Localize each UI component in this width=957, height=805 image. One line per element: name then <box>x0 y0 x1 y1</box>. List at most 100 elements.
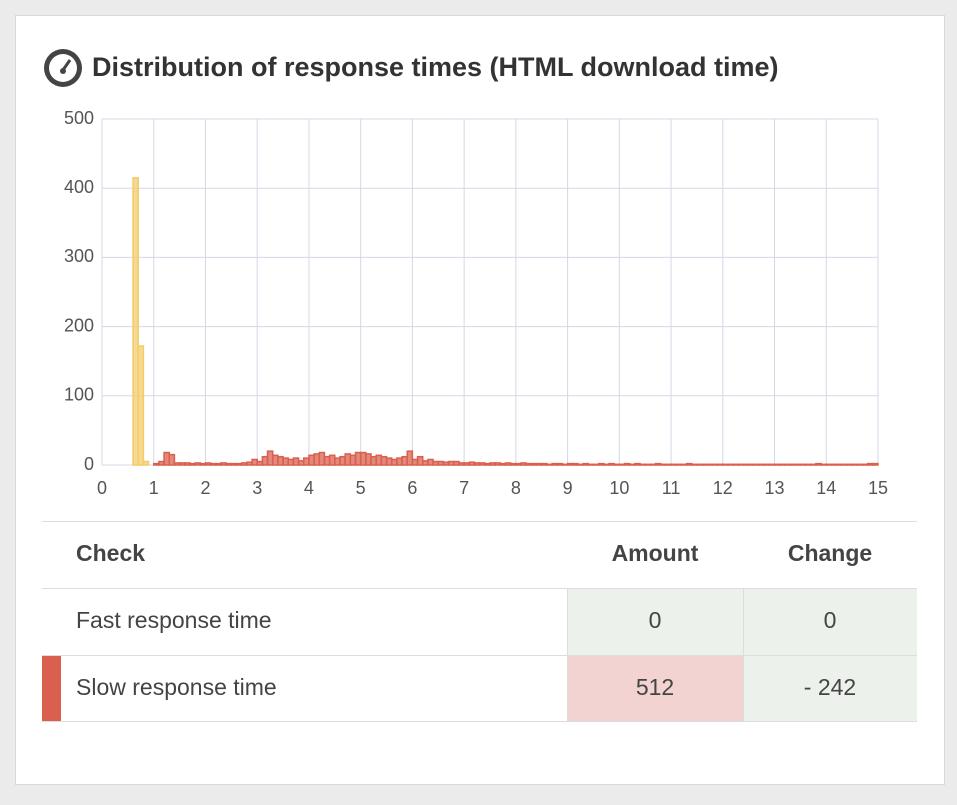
bar <box>406 450 414 466</box>
y-tick-label: 100 <box>64 385 94 405</box>
bar <box>204 462 212 466</box>
bar <box>577 463 584 466</box>
bar <box>292 457 300 466</box>
x-tick-label: 5 <box>356 478 366 498</box>
status-marker <box>42 656 61 721</box>
bar <box>266 450 274 466</box>
bar <box>256 460 264 466</box>
bar <box>152 462 160 466</box>
bar <box>163 451 171 466</box>
bar <box>251 458 258 466</box>
cell: 512 <box>636 674 674 700</box>
bar <box>566 462 574 466</box>
bar <box>680 463 688 466</box>
bar <box>587 463 595 466</box>
bar <box>230 462 238 466</box>
bar <box>442 461 450 466</box>
bar <box>763 463 771 466</box>
bar <box>815 462 822 466</box>
bar <box>421 460 429 466</box>
bar <box>659 463 667 466</box>
bar <box>799 463 807 466</box>
bar <box>603 463 610 466</box>
bar <box>432 460 440 466</box>
bar <box>727 463 734 466</box>
bar <box>773 463 781 466</box>
header-cell: Amount <box>612 540 699 566</box>
bar <box>872 462 879 466</box>
cell-bg <box>744 589 917 655</box>
bar <box>328 454 336 466</box>
cell: 0 <box>649 607 662 633</box>
bar <box>132 177 139 466</box>
bar <box>447 460 455 466</box>
bar <box>634 462 641 466</box>
bar <box>359 451 367 466</box>
bar <box>701 463 709 466</box>
header-cell: Check <box>76 540 145 566</box>
bar <box>334 457 341 466</box>
bar <box>235 462 243 466</box>
bar <box>427 458 434 466</box>
bar <box>592 463 600 466</box>
bar <box>696 463 703 466</box>
bar <box>804 463 812 466</box>
bar <box>665 463 672 466</box>
bar <box>618 463 626 466</box>
bar <box>644 463 652 466</box>
header-cell: Change <box>788 540 872 566</box>
bar <box>261 455 269 466</box>
bar <box>861 463 869 466</box>
cell: - 242 <box>804 674 856 700</box>
bar <box>168 453 176 466</box>
bar <box>639 463 646 466</box>
bar <box>556 462 564 466</box>
x-tick-label: 2 <box>200 478 210 498</box>
y-tick-label: 200 <box>64 315 94 335</box>
table: Check Amount Change Fast response time 0… <box>42 540 917 722</box>
x-tick-label: 11 <box>662 478 681 498</box>
bar <box>142 460 150 466</box>
bar <box>758 463 765 466</box>
bar <box>282 457 289 466</box>
bar <box>277 455 284 466</box>
bar <box>199 462 207 466</box>
bar <box>825 463 833 466</box>
bar <box>841 463 848 466</box>
gauge-icon <box>44 49 82 87</box>
x-tick-label: 7 <box>459 478 469 498</box>
x-tick-label: 6 <box>407 478 417 498</box>
bar <box>551 462 559 466</box>
bar <box>318 451 326 466</box>
bar <box>313 453 321 466</box>
bar <box>194 462 202 466</box>
cell: Slow response time <box>76 674 277 700</box>
bar <box>623 462 631 466</box>
bar <box>572 462 579 466</box>
bar <box>209 462 217 466</box>
bar <box>344 453 352 466</box>
bar <box>246 461 253 466</box>
bar <box>365 453 372 466</box>
bar <box>846 463 853 466</box>
bar <box>303 457 310 466</box>
bar <box>499 462 507 466</box>
title: Distribution of response times (HTML dow… <box>92 52 779 82</box>
bar <box>520 462 527 466</box>
bar <box>535 462 543 466</box>
bar <box>706 463 714 466</box>
bar <box>685 462 693 466</box>
bar <box>173 462 181 466</box>
bar <box>473 462 481 466</box>
x-tick-label: 12 <box>713 478 733 498</box>
bar <box>525 462 533 466</box>
bar <box>158 460 165 466</box>
y-tick-label: 400 <box>64 177 94 197</box>
bar <box>835 463 843 466</box>
bar <box>184 462 191 466</box>
y-tick-label: 300 <box>64 246 94 266</box>
bar <box>675 463 683 466</box>
bar <box>401 455 408 466</box>
bar <box>380 455 388 466</box>
